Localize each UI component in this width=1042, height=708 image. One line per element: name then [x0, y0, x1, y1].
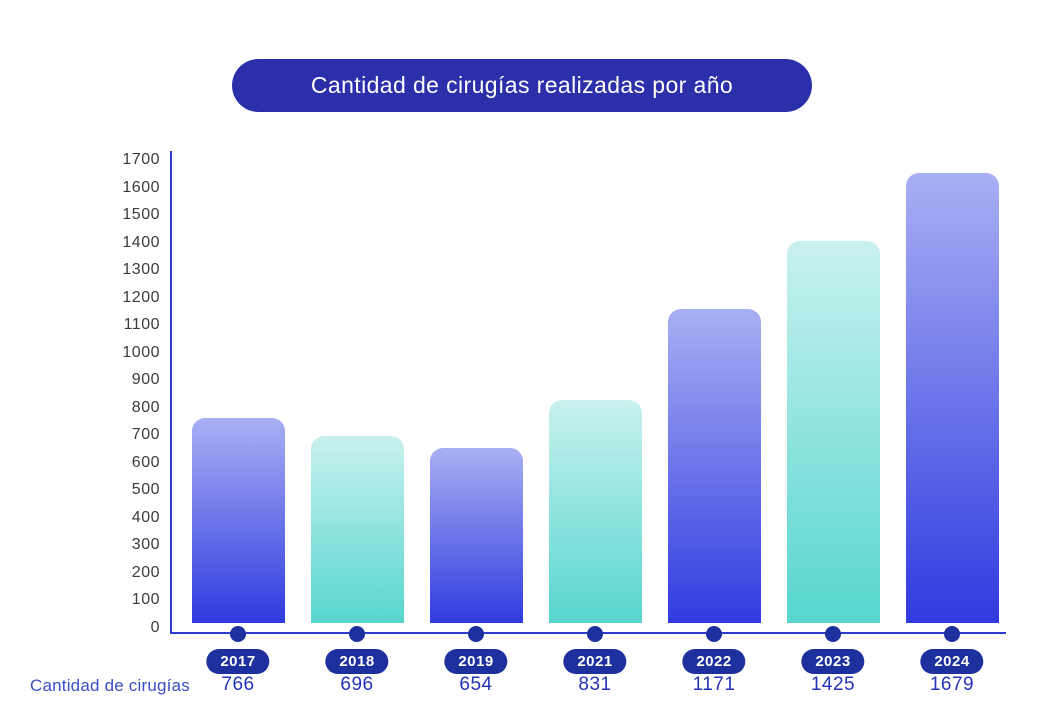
bar-2017 — [191, 418, 285, 623]
y-tick-label: 700 — [131, 426, 160, 444]
y-tick-label: 1400 — [122, 233, 160, 251]
axis-dot-2017 — [230, 626, 246, 642]
value-label-2022: 1171 — [692, 674, 736, 695]
year-pill-2023: 2023 — [801, 649, 865, 674]
y-tick-label: 500 — [131, 481, 160, 499]
year-pill-2024: 2024 — [920, 649, 984, 674]
value-label-2024: 1679 — [929, 674, 975, 695]
bar-2018 — [310, 436, 404, 623]
bar-2019 — [429, 448, 523, 623]
value-label-2023: 1425 — [810, 674, 856, 695]
y-tick-label: 300 — [131, 536, 160, 554]
bar-2022 — [667, 309, 761, 623]
y-tick-label: 1300 — [122, 261, 160, 279]
value-label-2018: 696 — [340, 674, 374, 695]
axis-dot-2021 — [587, 626, 603, 642]
year-pill-2021: 2021 — [563, 649, 627, 674]
axis-dot-2023 — [825, 626, 841, 642]
year-pill-2018: 2018 — [325, 649, 389, 674]
chart-title-pill: Cantidad de cirugías realizadas por año — [232, 59, 812, 112]
value-label-2019: 654 — [459, 674, 493, 695]
y-tick-label: 800 — [131, 398, 160, 416]
year-pill-2022: 2022 — [682, 649, 746, 674]
y-tick-label: 400 — [131, 508, 160, 526]
y-tick-label: 600 — [131, 453, 160, 471]
y-tick-label: 1100 — [123, 316, 160, 334]
y-tick-label: 1600 — [122, 178, 160, 196]
y-tick-label: 1000 — [122, 343, 160, 361]
axis-dot-2019 — [468, 626, 484, 642]
y-axis-line — [170, 151, 172, 634]
y-tick-label: 100 — [131, 591, 160, 609]
year-pill-2017: 2017 — [206, 649, 270, 674]
y-tick-label: 1500 — [122, 206, 160, 224]
bar-2021 — [548, 400, 642, 623]
value-label-2017: 766 — [221, 674, 255, 695]
axis-dot-2022 — [706, 626, 722, 642]
x-axis-caption: Cantidad de cirugías — [30, 676, 190, 695]
y-tick-label: 900 — [131, 371, 160, 389]
chart-title: Cantidad de cirugías realizadas por año — [310, 72, 734, 98]
y-tick-label: 200 — [131, 563, 160, 581]
year-pill-2019: 2019 — [444, 649, 508, 674]
y-tick-label: 1200 — [122, 288, 160, 306]
y-tick-label: 1700 — [122, 150, 160, 168]
axis-dot-2018 — [349, 626, 365, 642]
y-tick-label: 0 — [150, 619, 160, 636]
bar-2024 — [905, 173, 999, 623]
bar-2023 — [786, 241, 880, 623]
axis-dot-2024 — [944, 626, 960, 642]
value-label-2021: 831 — [578, 674, 612, 695]
